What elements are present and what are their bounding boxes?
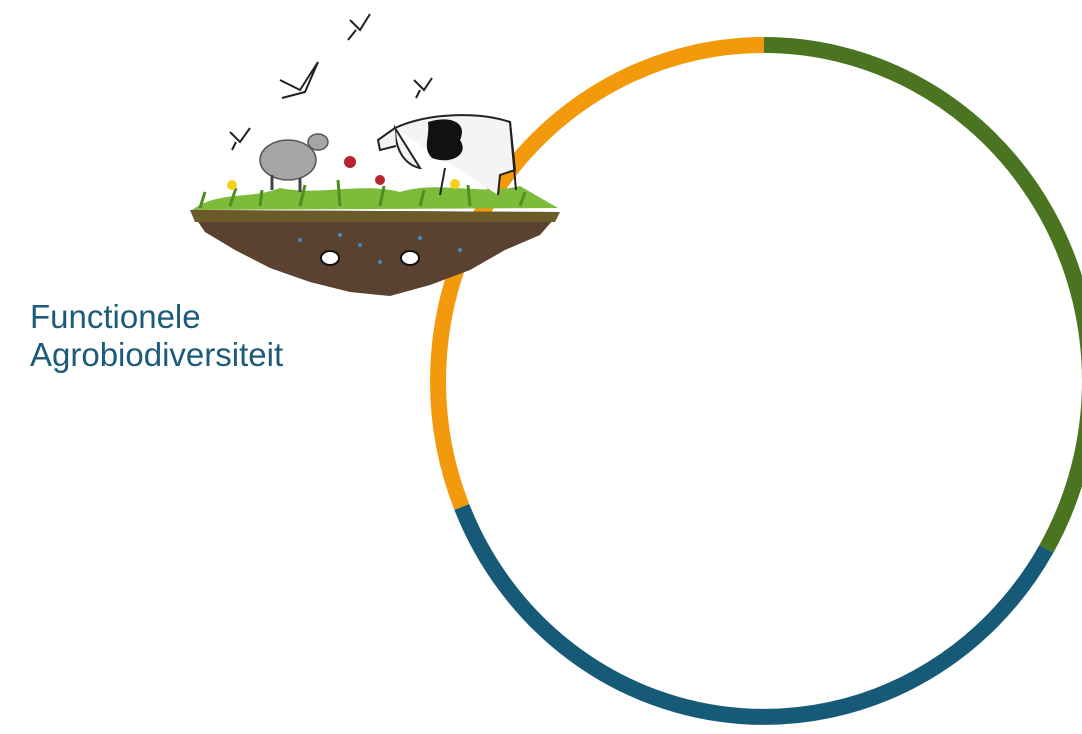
- title-line: Functionele: [30, 298, 283, 336]
- page: Functionele Agrobiodiversiteit (() => { …: [0, 0, 1082, 734]
- ring-segment: [462, 507, 1047, 717]
- title: Functionele Agrobiodiversiteit: [30, 298, 283, 374]
- title-line: Agrobiodiversiteit: [30, 336, 283, 374]
- ring: [438, 45, 1082, 717]
- ring-segment: [764, 45, 1082, 549]
- landscape: [190, 14, 560, 296]
- ring-segment: [438, 45, 764, 507]
